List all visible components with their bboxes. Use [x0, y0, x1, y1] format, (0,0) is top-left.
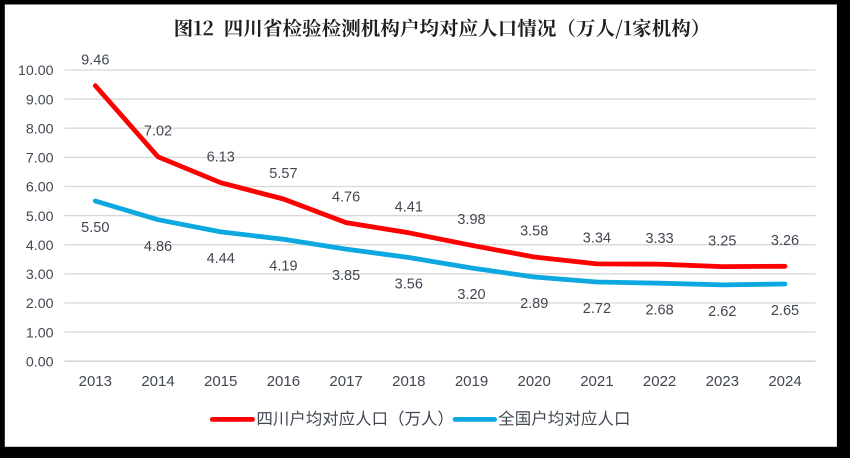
svg-text:2015: 2015: [204, 373, 237, 390]
svg-text:6.13: 6.13: [207, 150, 235, 166]
svg-text:6.00: 6.00: [26, 180, 54, 196]
svg-text:3.34: 3.34: [583, 231, 611, 247]
svg-text:2023: 2023: [706, 373, 739, 390]
svg-text:2018: 2018: [392, 373, 425, 390]
svg-text:3.00: 3.00: [26, 267, 54, 283]
svg-text:5.50: 5.50: [81, 220, 109, 236]
svg-text:3.20: 3.20: [457, 287, 485, 303]
svg-text:4.41: 4.41: [395, 200, 423, 216]
svg-text:4.76: 4.76: [332, 189, 360, 205]
svg-text:2021: 2021: [580, 373, 613, 390]
svg-text:3.26: 3.26: [771, 233, 799, 249]
svg-text:2022: 2022: [643, 373, 676, 390]
svg-text:10.00: 10.00: [18, 63, 54, 79]
svg-text:9.46: 9.46: [81, 53, 109, 69]
svg-text:2.72: 2.72: [583, 301, 611, 317]
svg-text:7.00: 7.00: [26, 151, 54, 167]
svg-text:2017: 2017: [329, 373, 362, 390]
svg-text:2014: 2014: [141, 373, 174, 390]
svg-text:4.19: 4.19: [269, 258, 297, 274]
svg-text:0.00: 0.00: [26, 354, 54, 370]
svg-text:3.85: 3.85: [332, 268, 360, 284]
svg-text:3.25: 3.25: [708, 233, 736, 249]
svg-text:7.02: 7.02: [144, 124, 172, 140]
svg-text:2024: 2024: [768, 373, 801, 390]
svg-text:8.00: 8.00: [26, 121, 54, 137]
svg-text:5.57: 5.57: [269, 166, 297, 182]
svg-text:5.00: 5.00: [26, 209, 54, 225]
svg-text:9.00: 9.00: [26, 92, 54, 108]
svg-text:2016: 2016: [267, 373, 300, 390]
svg-text:4.86: 4.86: [144, 239, 172, 255]
svg-text:2.00: 2.00: [26, 296, 54, 312]
svg-text:4.44: 4.44: [207, 251, 235, 267]
svg-text:3.33: 3.33: [645, 231, 673, 247]
svg-text:2.89: 2.89: [520, 296, 548, 312]
svg-text:3.98: 3.98: [457, 212, 485, 228]
svg-text:3.56: 3.56: [395, 277, 423, 293]
svg-text:2.62: 2.62: [708, 304, 736, 320]
svg-text:4.00: 4.00: [26, 238, 54, 254]
svg-text:2013: 2013: [79, 373, 112, 390]
svg-text:2020: 2020: [518, 373, 551, 390]
svg-text:2019: 2019: [455, 373, 488, 390]
svg-text:1.00: 1.00: [26, 325, 54, 341]
svg-text:3.58: 3.58: [520, 224, 548, 240]
svg-text:2.68: 2.68: [645, 302, 673, 318]
svg-text:2.65: 2.65: [771, 303, 799, 319]
